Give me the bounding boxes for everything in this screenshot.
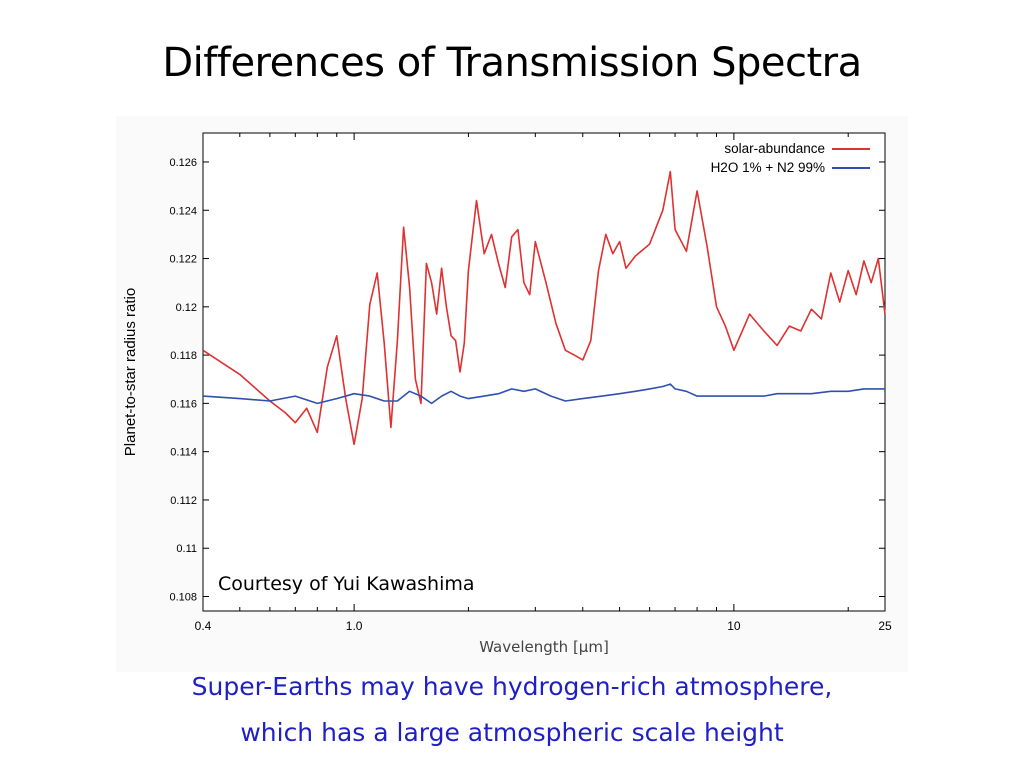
y-tick-label: 0.12 [176, 302, 197, 314]
x-tick-label: 0.4 [195, 619, 212, 633]
slide-title: Differences of Transmission Spectra [162, 40, 862, 86]
legend-label-solar: solar-abundance [724, 141, 825, 156]
y-tick-label: 0.124 [169, 205, 197, 217]
series-h2o-n2-line [202, 383, 885, 405]
caption-line-2: which has a large atmospheric scale heig… [240, 718, 784, 747]
plot-frame [202, 132, 886, 612]
y-axis-label: Planet-to-star radius ratio [122, 288, 139, 456]
caption-line-1: Super-Earths may have hydrogen-rich atmo… [191, 672, 833, 701]
y-tick-label: 0.126 [169, 157, 197, 169]
spectrum-chart: 0.108 0.11 0.112 0.114 0.116 0.118 0.12 0.122 0.… [122, 132, 892, 656]
y-tick-label: 0.108 [169, 592, 197, 604]
y-tick-label: 0.11 [176, 543, 197, 555]
y-tick-label: 0.114 [170, 447, 197, 459]
courtesy-annotation: Courtesy of Yui Kawashima [218, 573, 475, 595]
x-axis-label: Wavelength [μm] [479, 638, 609, 656]
y-tick-label: 0.118 [170, 350, 197, 362]
y-tick-label: 0.122 [169, 254, 197, 266]
y-tick-label: 0.112 [170, 495, 197, 507]
chart-panel: 0.108 0.11 0.112 0.114 0.116 0.118 0.12 0.122 0.… [116, 116, 908, 672]
series-solar-abundance-line [202, 170, 886, 446]
x-tick-label: 10 [727, 619, 741, 633]
y-tick-label: 0.116 [170, 398, 197, 410]
x-tick-label: 1.0 [346, 619, 363, 633]
legend: solar-abundance H2O 1% + N2 99% [711, 141, 870, 175]
x-tick-label: 25 [878, 619, 892, 633]
legend-label-h2o: H2O 1% + N2 99% [711, 160, 825, 175]
